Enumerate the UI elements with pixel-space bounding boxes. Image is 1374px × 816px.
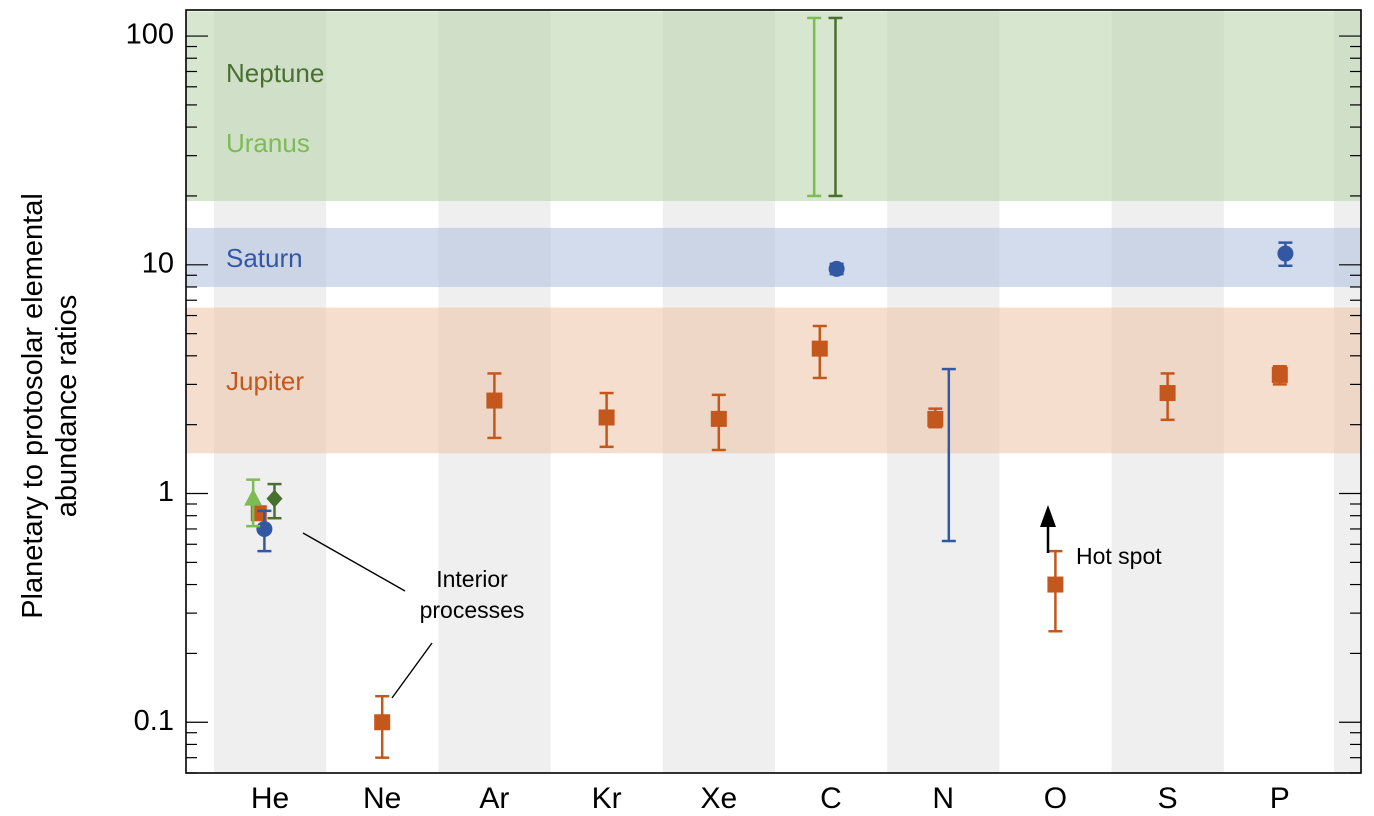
- annotation-hot-spot: Hot spot: [1076, 543, 1162, 569]
- x-tick-label-c: C: [820, 782, 842, 815]
- annotation-leader-he: [302, 532, 406, 592]
- hot-spot-arrow-head: [1040, 505, 1056, 527]
- plot-border: [185, 9, 1362, 774]
- marker-jupiter-o: [1047, 576, 1064, 593]
- band-saturn: [186, 227, 1361, 287]
- marker-jupiter-he: [250, 505, 267, 522]
- band-label-neptune: Neptune: [226, 58, 324, 88]
- marker-uranus-he: [244, 488, 263, 506]
- band-jupiter: [186, 307, 1361, 454]
- marker-jupiter-ne: [374, 714, 391, 731]
- x-tick-label-s: S: [1158, 782, 1178, 815]
- y-tick-label: 1: [158, 476, 174, 508]
- marker-jupiter-c: [811, 340, 828, 357]
- band-label-jupiter: Jupiter: [226, 366, 304, 396]
- data-points: [244, 16, 1294, 759]
- x-tick-label-xe: Xe: [700, 782, 737, 815]
- band-label-saturn: Saturn: [226, 243, 303, 273]
- y-axis-label-line: Planetary to protosolar elemental: [17, 193, 49, 619]
- y-tick-label: 10: [142, 247, 174, 279]
- marker-saturn-he: [256, 520, 273, 537]
- planet-bands: Neptune Uranus Saturn Jupiter: [186, 11, 1361, 454]
- annotation-interior-processes: Interior processes: [420, 566, 525, 623]
- marker-jupiter-ar: [486, 392, 503, 409]
- marker-neptune-he: [266, 489, 283, 508]
- y-tick-label: 100: [126, 19, 174, 51]
- x-tick-label-kr: Kr: [592, 782, 622, 815]
- plot-frame: [185, 9, 1362, 774]
- band-label-uranus: Uranus: [226, 128, 310, 158]
- y-axis-label-line: abundance ratios: [51, 295, 83, 518]
- y-axis-label: Planetary to protosolar elementalabundan…: [17, 193, 83, 619]
- x-tick-label-he: He: [251, 782, 289, 815]
- marker-jupiter-p: [1271, 366, 1288, 383]
- band-neptune: [186, 11, 1361, 202]
- annotations: Interior processes Hot spot: [302, 505, 1162, 699]
- y-tick-label: 0.1: [134, 705, 174, 737]
- x-tick-label-ne: Ne: [363, 782, 401, 815]
- y-axis-ticks: [186, 35, 1361, 774]
- marker-jupiter-kr: [598, 409, 615, 426]
- annotation-interior-line: Interior: [436, 566, 508, 592]
- x-tick-label-ar: Ar: [479, 782, 509, 815]
- annotation-interior-line: processes: [420, 597, 525, 623]
- annotation-leader-ne: [391, 642, 433, 699]
- x-tick-label-o: O: [1044, 782, 1067, 815]
- marker-jupiter-n: [927, 410, 944, 427]
- marker-jupiter-s: [1159, 385, 1176, 402]
- marker-saturn-c: [828, 260, 845, 277]
- marker-jupiter-xe: [710, 410, 727, 427]
- axis-labels: 0.1 1 10 100 He Ne Ar Kr Xe C N O S P Planetary to pro…: [17, 19, 1290, 815]
- x-tick-label-p: P: [1270, 782, 1290, 815]
- marker-saturn-p: [1277, 245, 1294, 262]
- x-tick-label-n: N: [932, 782, 954, 815]
